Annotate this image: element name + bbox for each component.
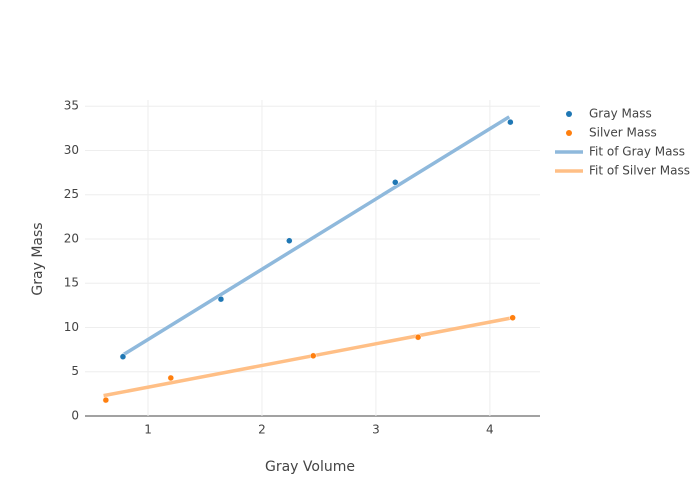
point [414,333,422,341]
y-tick-label: 15 [64,276,79,290]
y-tick-label: 10 [64,320,79,334]
y-tick-label: 25 [64,187,79,201]
x-tick-label: 1 [144,423,152,437]
point [217,295,225,303]
point [167,374,175,382]
point [507,118,514,126]
y-tick-label: 35 [64,99,79,113]
x-tick-label: 4 [486,423,494,437]
y-axis-title: Gray Mass [30,222,46,295]
fit-line [122,115,511,357]
fit-line [103,316,513,398]
legend-swatch [566,130,572,136]
point [392,179,399,186]
x-tick-label: 3 [372,423,380,437]
legend-swatch [566,111,572,117]
point [509,314,516,321]
point [119,353,127,360]
legend-label: Gray Mass [589,107,652,121]
x-axis-title: Gray Volume [265,459,355,475]
point [309,352,317,360]
y-tick-label: 0 [71,409,79,423]
y-tick-label: 5 [71,364,79,378]
point [286,237,293,244]
legend-label: Fit of Silver Mass [589,164,690,178]
legend-label: Silver Mass [589,126,657,140]
x-tick-label: 2 [258,423,266,437]
point [102,396,110,404]
legend-label: Fit of Gray Mass [589,145,685,159]
y-tick-label: 30 [64,143,79,157]
y-tick-label: 20 [64,231,79,245]
